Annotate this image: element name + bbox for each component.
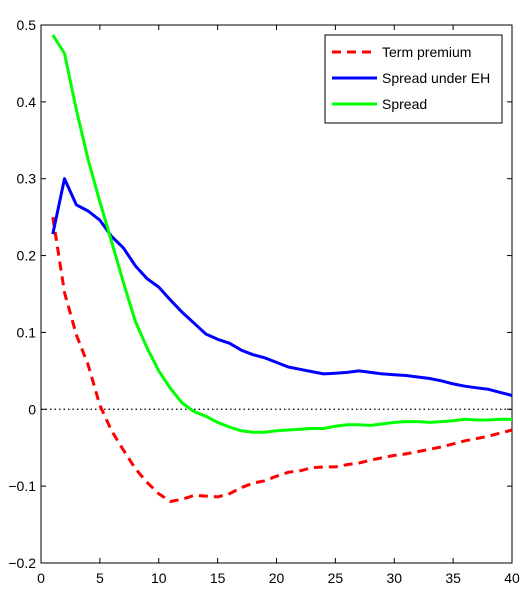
x-tick-label: 0 [37,570,45,586]
legend-label: Spread [382,96,427,112]
x-tick-label: 20 [269,570,285,586]
x-tick-label: 25 [328,570,344,586]
x-tick-label: 35 [445,570,461,586]
y-tick-label: 0.2 [17,248,37,264]
y-tick-label: 0 [28,401,36,417]
x-tick-label: 40 [504,570,520,586]
y-tick-label: 0.5 [17,17,37,33]
legend: Term premium Spread under EH Spread [324,34,503,124]
y-tick-label: −0.2 [8,555,36,571]
series-line-spread [51,34,512,434]
legend-label: Spread under EH [382,70,490,86]
x-tick-label: 15 [210,570,226,586]
axis-ticks: 0 5 10 15 20 25 30 35 40 −0.2 −0.1 0 0.1 0.2 0.3 0.4 0.5 [8,17,520,586]
y-tick-label: 0.4 [17,94,37,110]
series-line-spread-under-eh [51,177,513,397]
x-tick-label: 30 [386,570,402,586]
x-tick-label: 5 [96,570,104,586]
y-tick-label: 0.1 [17,324,37,340]
legend-label: Term premium [382,44,471,60]
series-line-term-premium [51,216,513,503]
y-tick-label: 0.3 [17,171,37,187]
series-layer [51,34,513,503]
y-tick-label: −0.1 [8,478,36,494]
x-tick-label: 10 [151,570,167,586]
